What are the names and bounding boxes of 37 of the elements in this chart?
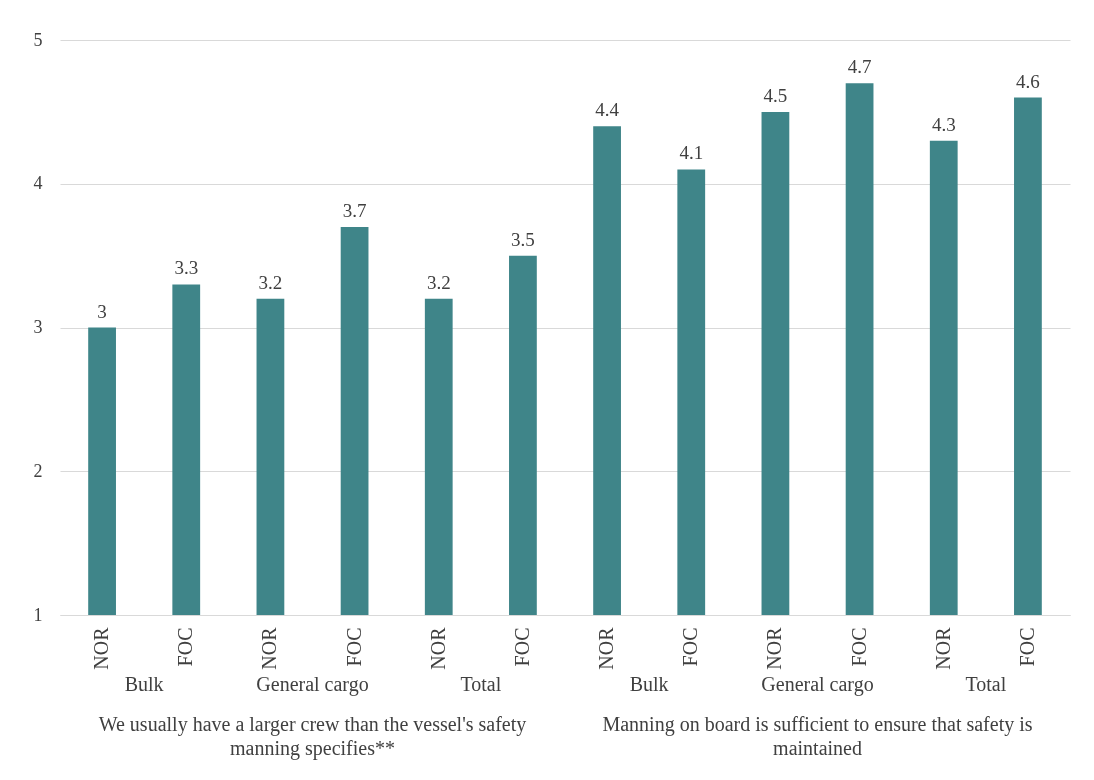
- data-label: 3.7: [342, 199, 367, 221]
- data-label: 3.2: [258, 271, 283, 293]
- x-tick-label: NOR: [595, 626, 618, 670]
- text: Total: [460, 673, 502, 695]
- x-tick-label: FOC: [342, 627, 365, 667]
- x-tick-label: NOR: [426, 626, 449, 670]
- x-tick-label: NOR: [90, 626, 113, 670]
- data-label: 4.1: [679, 142, 704, 164]
- text: Bulk: [124, 673, 164, 695]
- text: Bulk: [629, 673, 669, 695]
- x-tick-label: FOC: [1015, 627, 1038, 667]
- data-label: 3: [97, 300, 107, 322]
- y-tick-label: 2: [33, 460, 43, 481]
- text: Total: [965, 673, 1007, 695]
- x-tick-label: NOR: [258, 626, 281, 670]
- data-label: 3.5: [511, 228, 535, 250]
- data-label: 4.7: [847, 56, 872, 78]
- data-label: 4.4: [595, 99, 620, 121]
- text: We usually have a larger crew than the vessel's safety manning specifies**: [98, 713, 527, 760]
- x-tick-label: NOR: [931, 626, 954, 670]
- y-tick-label: 4: [33, 173, 43, 194]
- x-tick-label: NOR: [763, 626, 786, 670]
- data-label: 3.2: [426, 271, 451, 293]
- text: General cargo: [761, 673, 874, 696]
- x-tick-label: FOC: [847, 627, 870, 667]
- x-tick-label: FOC: [679, 627, 702, 667]
- data-label: 4.5: [763, 84, 788, 106]
- x-tick-label: FOC: [174, 627, 197, 667]
- data-label: 4.3: [931, 113, 956, 135]
- data-label: 4.6: [1016, 70, 1040, 92]
- text: General cargo: [256, 673, 369, 696]
- x-tick-label: FOC: [510, 627, 533, 667]
- y-tick-label: 1: [33, 604, 43, 625]
- data-label: 3.3: [174, 257, 199, 279]
- y-tick-label: 5: [33, 29, 43, 50]
- text: Manning on board is sufficient to ensure that safety is maintained: [602, 713, 1033, 759]
- y-tick-label: 3: [33, 317, 43, 337]
